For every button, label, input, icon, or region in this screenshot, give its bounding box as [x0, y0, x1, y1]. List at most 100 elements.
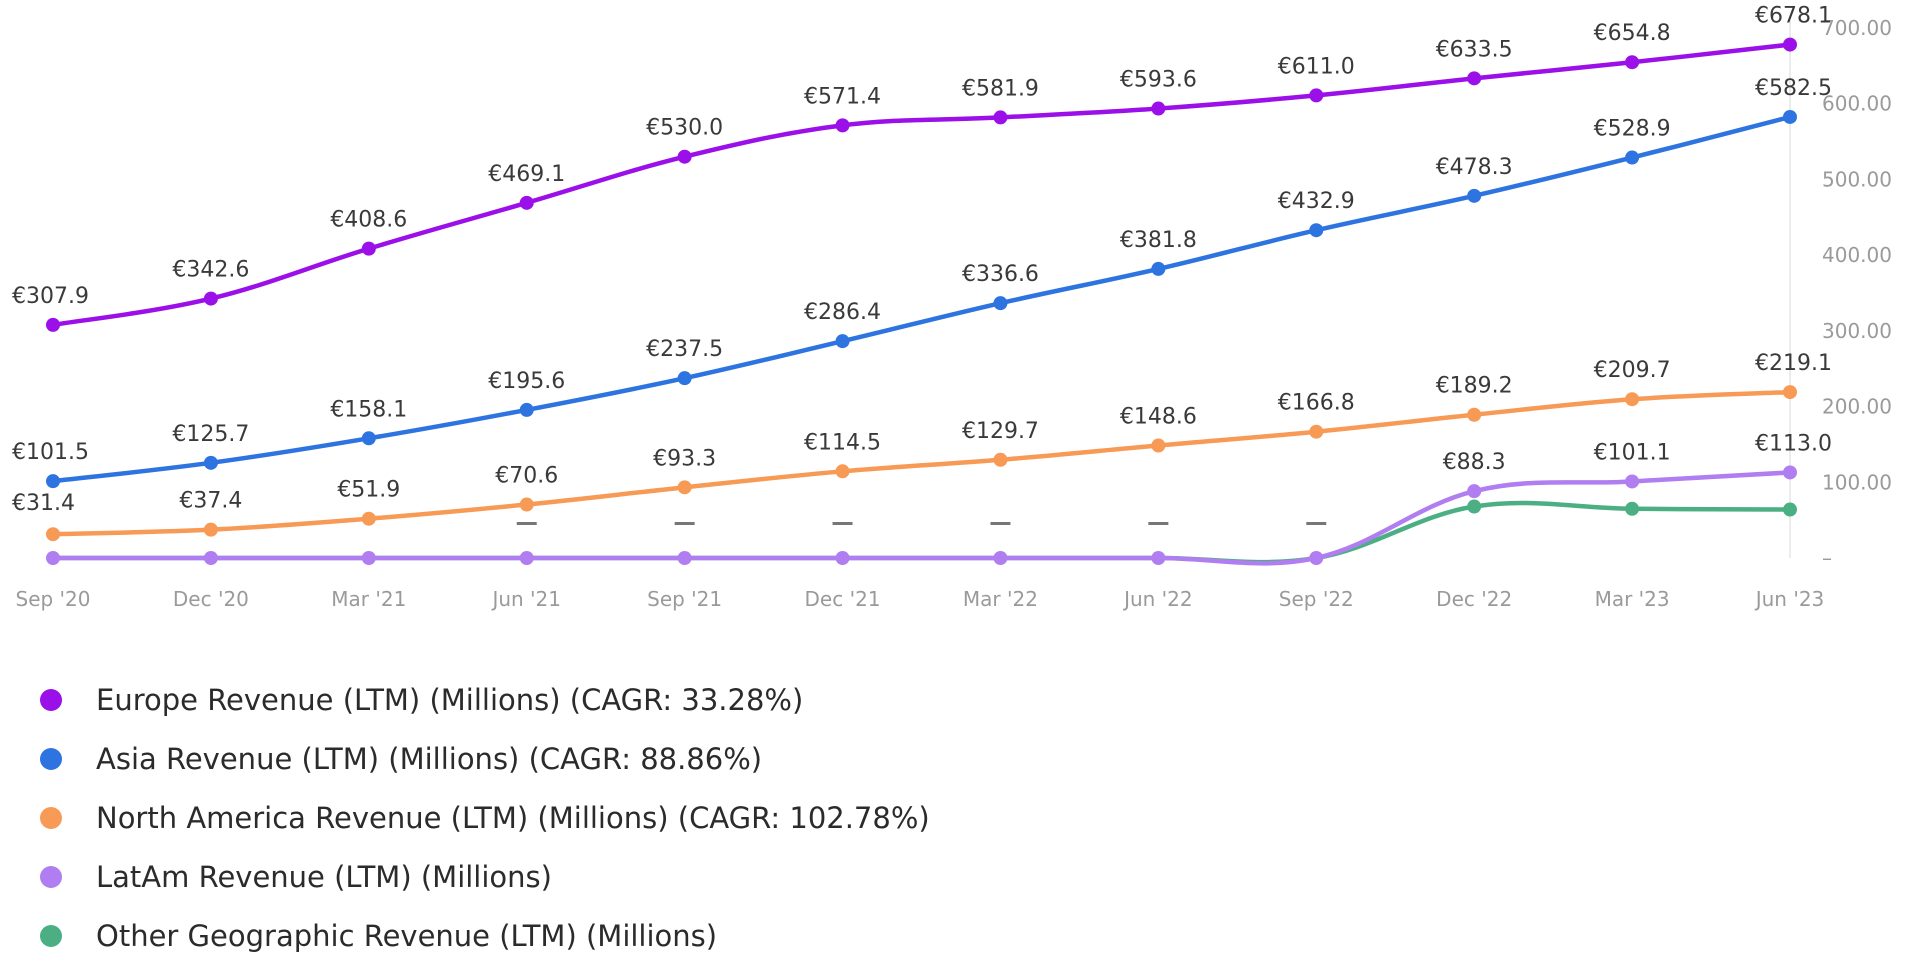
data-point-north-america: [361, 511, 376, 526]
legend-item-north-america[interactable]: North America Revenue (LTM) (Millions) (…: [40, 788, 930, 847]
data-point-north-america: [1309, 424, 1324, 439]
data-point-north-america: [519, 497, 534, 512]
data-point-latam: [361, 551, 376, 565]
y-tick-label: 500.00: [1822, 167, 1892, 191]
data-label-north-america: €129.7: [962, 419, 1039, 444]
missing-value-marker: [1306, 522, 1327, 525]
y-tick-label: 300.00: [1822, 319, 1892, 343]
series-line-europe: [50, 42, 1793, 328]
legend-label-north-america: North America Revenue (LTM) (Millions) (…: [96, 800, 930, 835]
data-point-europe: [203, 291, 218, 306]
legend-label-asia: Asia Revenue (LTM) (Millions) (CAGR: 88.…: [96, 741, 763, 776]
data-label-north-america: €31.4: [12, 491, 75, 516]
data-point-latam: [519, 551, 534, 565]
x-tick-label: Sep '20: [16, 587, 91, 611]
data-point-north-america: [1625, 392, 1640, 407]
data-point-europe: [1625, 55, 1640, 70]
data-point-latam: [993, 551, 1008, 565]
data-point-europe: [1467, 71, 1482, 86]
data-label-europe: €469.1: [488, 162, 565, 187]
y-tick-label: 100.00: [1822, 470, 1892, 494]
data-point-latam: [1151, 551, 1166, 565]
x-tick-label: Mar '23: [1595, 587, 1670, 611]
data-point-europe: [361, 241, 376, 256]
data-label-north-america: €166.8: [1278, 391, 1355, 416]
x-tick-label: Jun '21: [490, 587, 561, 611]
data-point-europe: [519, 195, 534, 210]
data-point-north-america: [993, 452, 1008, 467]
data-label-north-america: €51.9: [337, 478, 400, 503]
x-tick-label: Mar '21: [331, 587, 406, 611]
data-point-asia: [519, 402, 534, 417]
series-line-asia: [50, 114, 1793, 484]
legend-item-latam[interactable]: LatAm Revenue (LTM) (Millions): [40, 847, 930, 906]
data-point-europe: [1309, 88, 1324, 103]
data-label-asia: €582.5: [1755, 76, 1832, 101]
data-label-asia: €101.5: [12, 440, 89, 465]
data-point-north-america: [1783, 385, 1797, 400]
data-point-europe: [46, 317, 60, 332]
data-label-europe: €571.4: [804, 84, 881, 109]
data-label-latam: €113.0: [1755, 431, 1832, 456]
missing-value-marker: [832, 522, 853, 525]
legend-dot-asia: [40, 747, 62, 770]
legend-item-europe[interactable]: Europe Revenue (LTM) (Millions) (CAGR: 3…: [40, 670, 930, 729]
data-label-asia: €381.8: [1120, 228, 1197, 253]
data-label-asia: €478.3: [1436, 155, 1513, 180]
x-tick-label: Dec '22: [1436, 587, 1512, 611]
data-label-north-america: €37.4: [179, 489, 242, 514]
data-point-asia: [1467, 188, 1482, 203]
x-tick-label: Mar '22: [963, 587, 1038, 611]
data-point-europe: [835, 118, 850, 133]
data-label-north-america: €93.3: [653, 446, 716, 471]
data-point-latam: [677, 551, 692, 565]
data-label-asia: €432.9: [1278, 189, 1355, 214]
data-point-latam: [1309, 551, 1324, 565]
series-line-other: [50, 500, 1793, 565]
data-label-europe: €530.0: [646, 116, 723, 141]
data-point-latam: [835, 551, 850, 565]
data-label-europe: €633.5: [1436, 37, 1513, 62]
y-tick-label: 600.00: [1822, 92, 1892, 116]
data-label-europe: €307.9: [12, 284, 89, 309]
data-label-asia: €158.1: [330, 397, 407, 422]
data-label-europe: €408.6: [330, 208, 407, 233]
x-tick-label: Jun '23: [1754, 587, 1825, 611]
missing-value-marker: [990, 522, 1011, 525]
data-label-north-america: €209.7: [1594, 358, 1671, 383]
y-tick-label: –: [1822, 546, 1832, 570]
x-tick-label: Sep '22: [1279, 587, 1354, 611]
data-label-latam: €88.3: [1443, 450, 1506, 475]
data-point-europe: [993, 110, 1008, 125]
data-point-asia: [1151, 261, 1166, 276]
y-tick-label: 400.00: [1822, 243, 1892, 267]
x-tick-label: Dec '20: [173, 587, 249, 611]
data-point-asia: [361, 431, 376, 446]
data-label-north-america: €148.6: [1120, 404, 1197, 429]
data-label-asia: €237.5: [646, 337, 723, 362]
data-point-asia: [677, 371, 692, 386]
legend-dot-other: [40, 924, 62, 947]
data-point-asia: [1625, 150, 1640, 165]
data-point-other: [1783, 502, 1797, 517]
data-label-asia: €528.9: [1594, 117, 1671, 142]
x-tick-label: Dec '21: [805, 587, 881, 611]
x-tick-label: Jun '22: [1122, 587, 1193, 611]
data-label-north-america: €114.5: [804, 430, 881, 455]
missing-value-marker: [1148, 522, 1169, 525]
data-point-asia: [203, 455, 218, 470]
y-tick-label: 200.00: [1822, 395, 1892, 419]
data-point-asia: [1783, 109, 1797, 124]
data-label-asia: €286.4: [804, 300, 881, 325]
legend-item-other[interactable]: Other Geographic Revenue (LTM) (Millions…: [40, 906, 930, 965]
data-label-asia: €336.6: [962, 262, 1039, 287]
x-tick-label: Sep '21: [647, 587, 722, 611]
data-point-asia: [835, 334, 850, 349]
data-point-latam: [203, 551, 218, 565]
legend-item-asia[interactable]: Asia Revenue (LTM) (Millions) (CAGR: 88.…: [40, 729, 930, 788]
data-point-north-america: [1467, 407, 1482, 422]
data-label-asia: €125.7: [172, 422, 249, 447]
data-point-latam: [1783, 465, 1797, 480]
data-point-europe: [1151, 101, 1166, 116]
